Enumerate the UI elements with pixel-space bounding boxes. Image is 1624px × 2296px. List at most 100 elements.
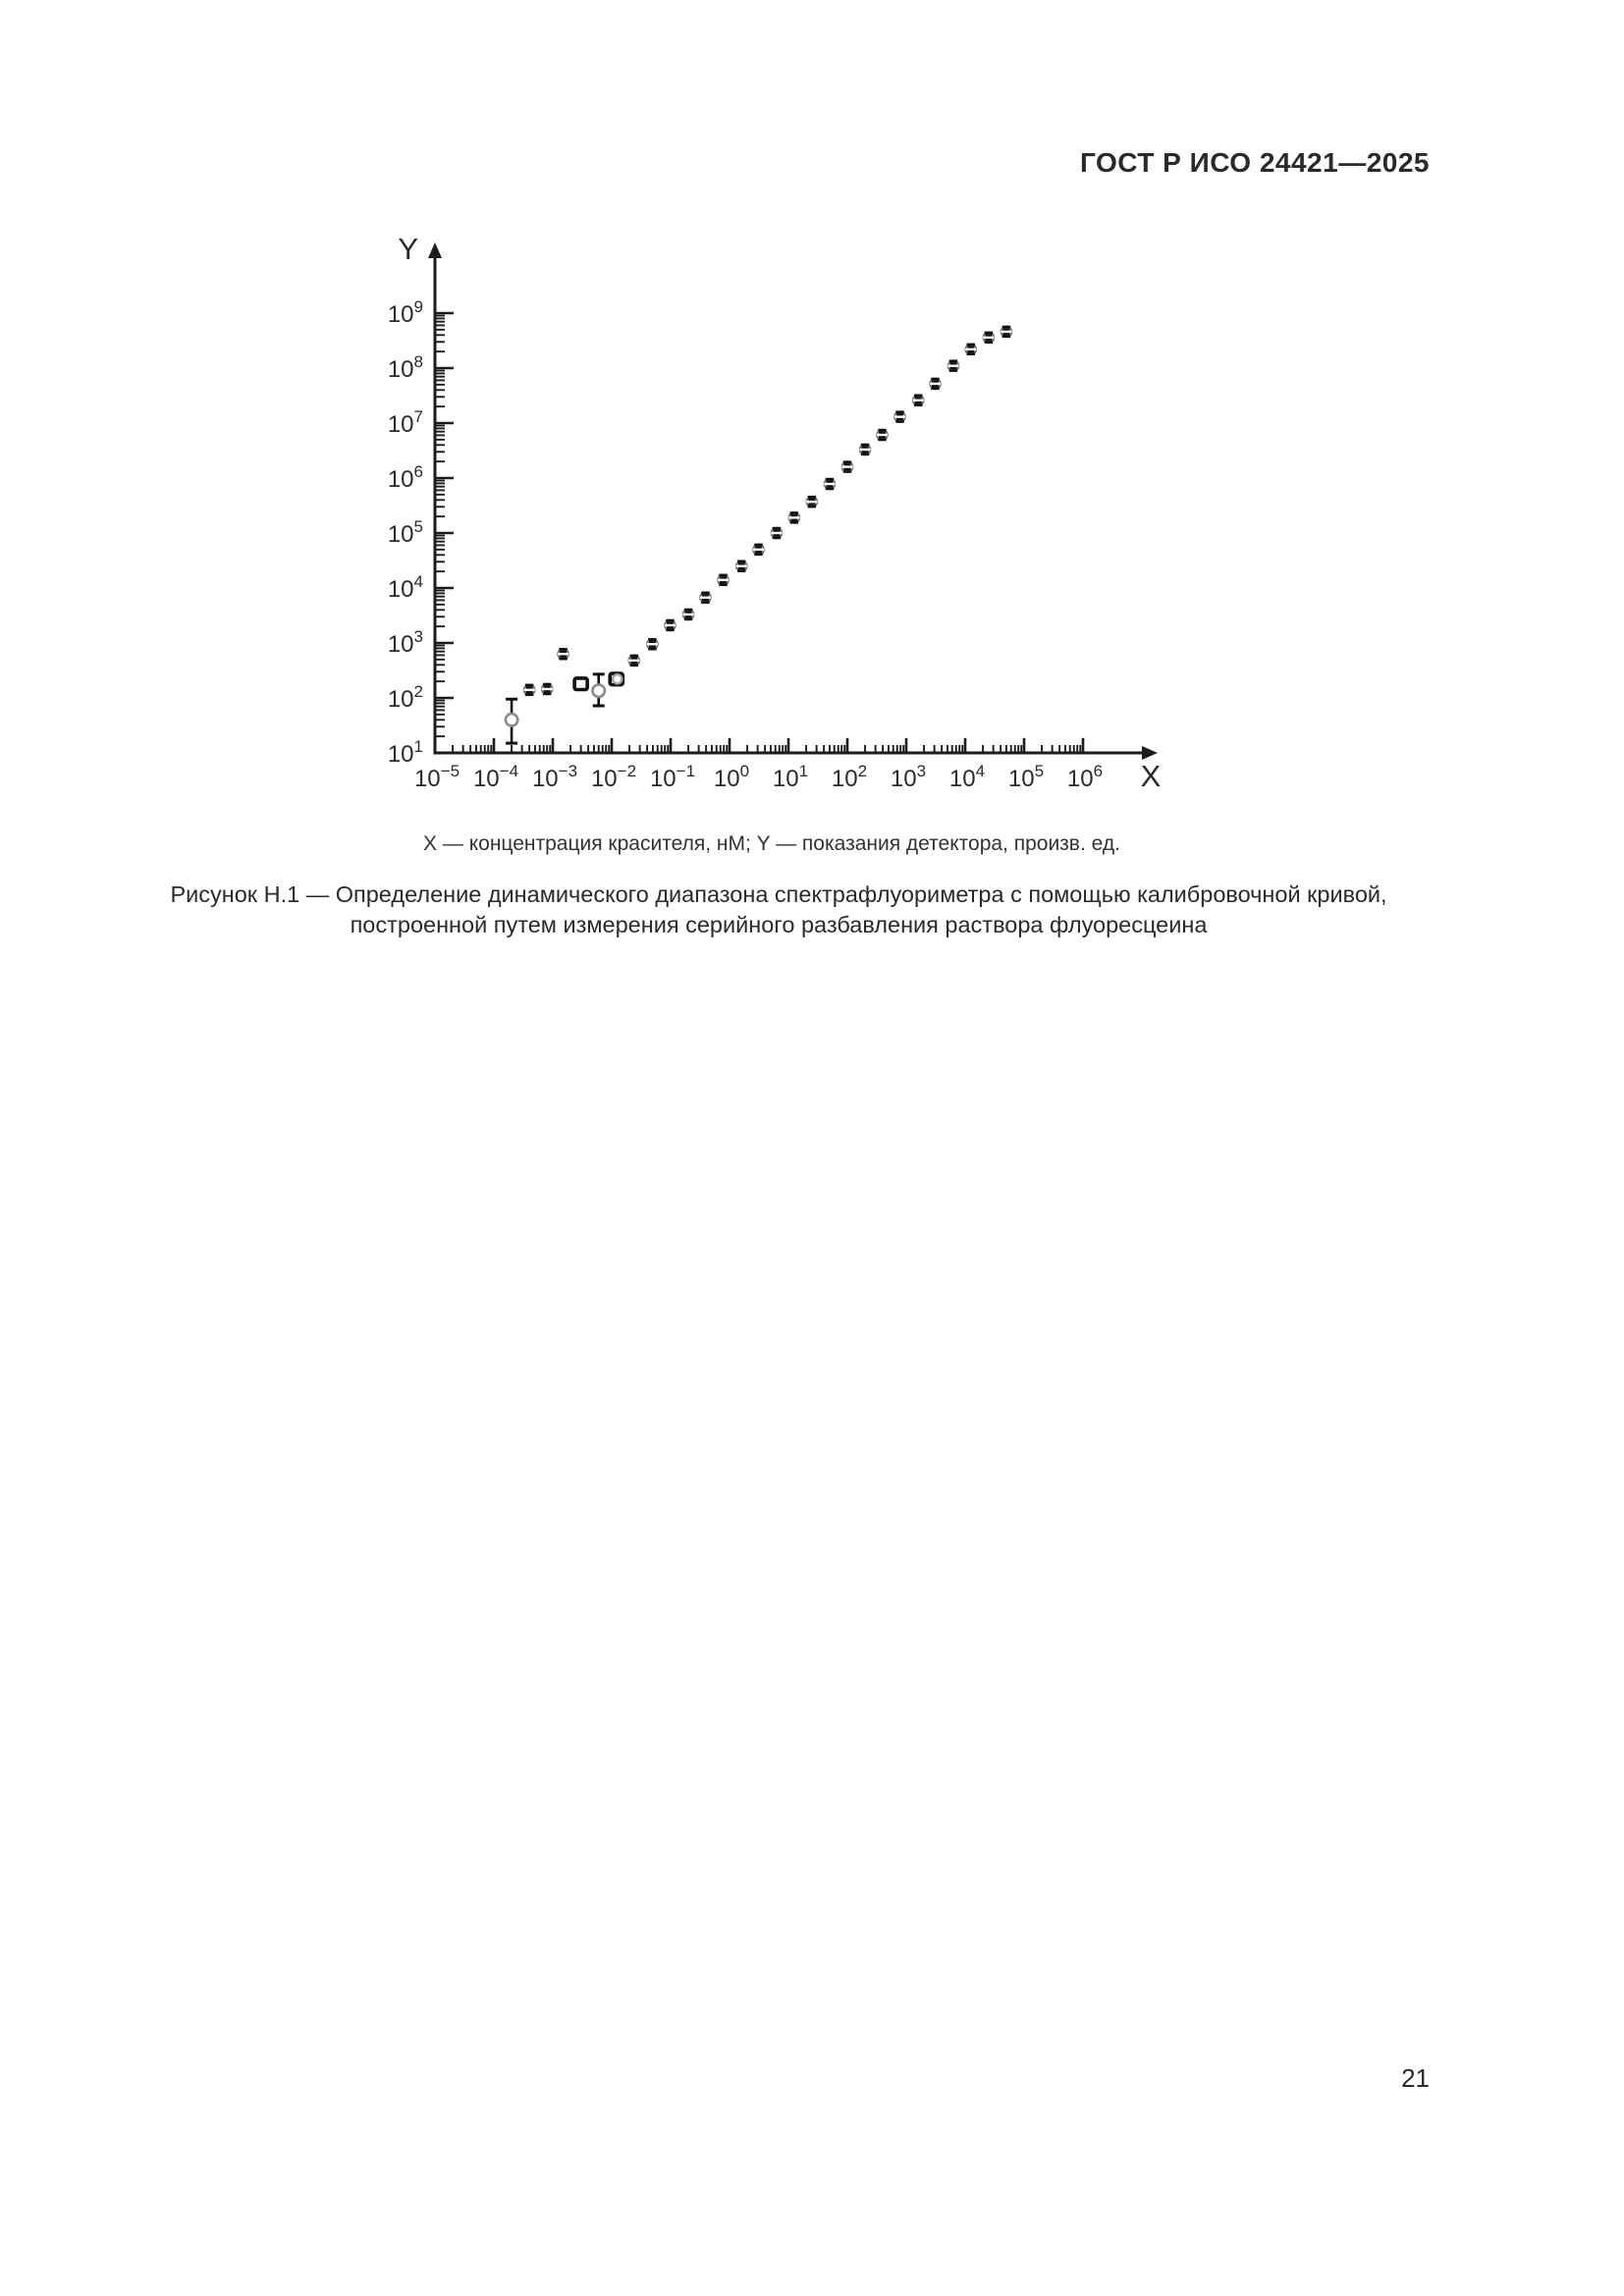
- marker-highlight: [788, 516, 800, 519]
- data-point: [752, 543, 765, 557]
- marker-highlight: [664, 623, 677, 627]
- marker-highlight: [912, 399, 924, 401]
- y-axis-arrow-icon: [428, 242, 442, 258]
- y-tick-label: 105: [388, 517, 423, 548]
- error-cap-top: [825, 477, 835, 481]
- error-cap-top: [948, 359, 958, 363]
- error-cap-top: [789, 511, 799, 514]
- data-point: [964, 343, 978, 356]
- error-cap-bottom: [842, 470, 852, 473]
- marker-highlight: [965, 347, 977, 351]
- x-tick-label: 100: [714, 762, 749, 792]
- error-cap-top: [754, 543, 763, 547]
- error-cap-bottom: [524, 693, 534, 697]
- error-cap-bottom: [807, 505, 817, 508]
- error-cap-top: [648, 638, 657, 641]
- error-cap-top: [914, 394, 923, 398]
- error-cap-top: [559, 648, 568, 651]
- data-point: [627, 654, 641, 667]
- figure-caption: Рисунок Н.1 — Определение динамического …: [126, 880, 1432, 940]
- error-cap-bottom: [878, 438, 887, 442]
- error-cap-bottom: [754, 553, 763, 557]
- marker-highlight: [717, 578, 730, 582]
- error-cap-bottom: [701, 601, 710, 604]
- y-tick-label: 106: [388, 462, 423, 493]
- error-cap-top: [701, 591, 710, 595]
- error-cap-bottom: [737, 569, 746, 572]
- x-tick-label: 104: [949, 762, 985, 792]
- error-cap-top: [842, 460, 852, 463]
- error-cap-top: [807, 495, 817, 499]
- y-tick-label: 101: [388, 737, 423, 768]
- marker-highlight: [841, 465, 853, 468]
- error-cap-bottom: [948, 369, 958, 372]
- data-point: [664, 618, 677, 632]
- data-point: [911, 394, 925, 407]
- marker-highlight: [682, 613, 694, 616]
- data-point: [929, 377, 942, 391]
- data-point: [504, 697, 519, 745]
- error-cap-bottom: [1001, 335, 1011, 339]
- error-cap-bottom: [914, 403, 923, 406]
- error-cap-top: [984, 331, 994, 335]
- x-tick-label: 106: [1067, 762, 1103, 792]
- marker-highlight: [628, 659, 640, 663]
- marker-highlight: [523, 688, 535, 692]
- error-cap-top: [666, 618, 675, 622]
- data-point: [591, 672, 607, 708]
- x-tick-label: 10−2: [591, 762, 636, 792]
- marker-highlight: [859, 448, 871, 452]
- data-point: [858, 443, 872, 456]
- data-point: [823, 477, 837, 491]
- marker-highlight: [752, 548, 765, 552]
- error-cap-bottom: [666, 628, 675, 632]
- x-tick-label: 101: [773, 762, 808, 792]
- y-tick-label: 104: [388, 572, 423, 603]
- marker-highlight: [646, 643, 659, 646]
- error-cap-bottom: [559, 657, 568, 661]
- figure-caption-line1: Рисунок Н.1 — Определение динамического …: [170, 881, 1387, 907]
- error-cap-bottom: [789, 520, 799, 524]
- error-cap-top: [1001, 325, 1011, 329]
- axis-legend-text: X — концентрация красителя, нМ; Y — пока…: [423, 832, 1120, 855]
- calibration-chart: Y X 10−5 10−4 10−3 10−2 10−1 100 101 102 103 104 105…: [388, 232, 1162, 793]
- page-number: 21: [1401, 2063, 1430, 2093]
- marker-highlight: [541, 687, 553, 691]
- data-point: [876, 428, 889, 442]
- error-cap-top: [629, 654, 639, 658]
- data-point: [557, 647, 569, 661]
- marker-highlight: [806, 500, 818, 504]
- data-point: [734, 560, 748, 573]
- error-cap-bottom: [772, 536, 782, 540]
- marker-highlight: [947, 364, 959, 367]
- error-cap-bottom: [825, 487, 835, 491]
- data-point: [681, 608, 695, 621]
- marker-highlight: [824, 482, 836, 486]
- x-tick-label: 103: [891, 762, 926, 792]
- y-axis-label: Y: [398, 232, 418, 266]
- error-cap-bottom: [860, 453, 870, 456]
- y-tick-label: 102: [388, 682, 423, 713]
- marker-highlight: [1001, 330, 1012, 334]
- error-cap-top: [931, 377, 940, 381]
- data-point: [893, 410, 906, 423]
- error-cap-top: [895, 410, 904, 414]
- x-tick-label: 10−5: [414, 762, 460, 792]
- marker-highlight: [983, 336, 995, 340]
- marker-highlight: [557, 653, 569, 656]
- x-axis-arrow-icon: [1142, 746, 1158, 760]
- marker-highlight: [771, 531, 783, 535]
- x-tick-label: 105: [1008, 762, 1044, 792]
- y-tick-label: 107: [388, 407, 423, 438]
- x-tick-label: 10−1: [650, 762, 695, 792]
- y-tick-label: 109: [388, 297, 423, 328]
- error-cap-top: [966, 343, 976, 347]
- error-cap-bottom: [984, 341, 994, 345]
- error-cap-top: [524, 683, 534, 687]
- data-point: [522, 683, 536, 697]
- error-cap-top: [542, 682, 552, 686]
- marker-highlight: [699, 596, 712, 599]
- x-axis-label: X: [1141, 759, 1162, 793]
- marker-highlight: [876, 433, 889, 437]
